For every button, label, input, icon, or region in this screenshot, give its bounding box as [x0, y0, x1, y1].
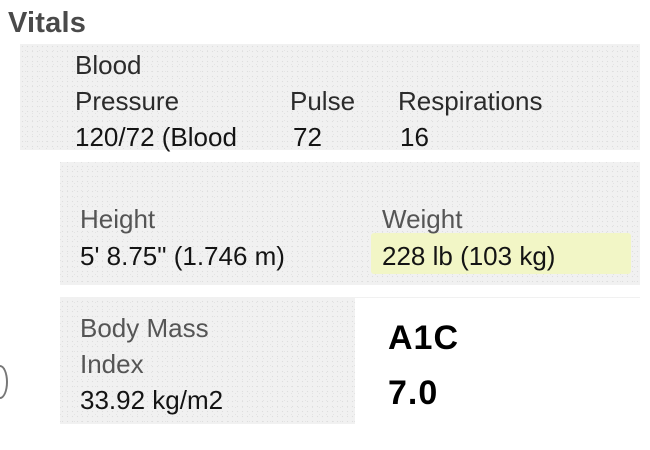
- pulse-value: 72: [293, 122, 322, 152]
- weight-highlight: [371, 233, 631, 274]
- blood-pressure-value: 120/72 (Blood: [75, 122, 237, 152]
- bmi-label-line2: Index: [80, 349, 144, 379]
- section-divider: [0, 285, 650, 297]
- bmi-value: 33.92 kg/m2: [80, 385, 224, 415]
- section-title: Vitals: [8, 7, 87, 39]
- annotation-area: [355, 298, 650, 428]
- blood-pressure-label-line1: Blood: [75, 50, 142, 80]
- a1c-annotation-label: A1C: [388, 319, 460, 357]
- height-label: Height: [80, 204, 156, 234]
- a1c-annotation-value: 7.0: [388, 374, 439, 412]
- weight-value: 228 lb (103 kg): [382, 241, 556, 271]
- blood-pressure-label-line2: Pressure: [75, 86, 180, 116]
- margin-gap: [0, 160, 60, 288]
- section-divider: [0, 150, 650, 162]
- bmi-label-line1: Body Mass: [80, 313, 209, 343]
- height-value: 5' 8.75" (1.746 m): [80, 241, 285, 271]
- respirations-label: Respirations: [398, 86, 543, 116]
- pulse-label: Pulse: [290, 86, 356, 116]
- weight-label: Weight: [382, 204, 463, 234]
- respirations-value: 16: [400, 122, 429, 152]
- margin-gap: [0, 296, 60, 426]
